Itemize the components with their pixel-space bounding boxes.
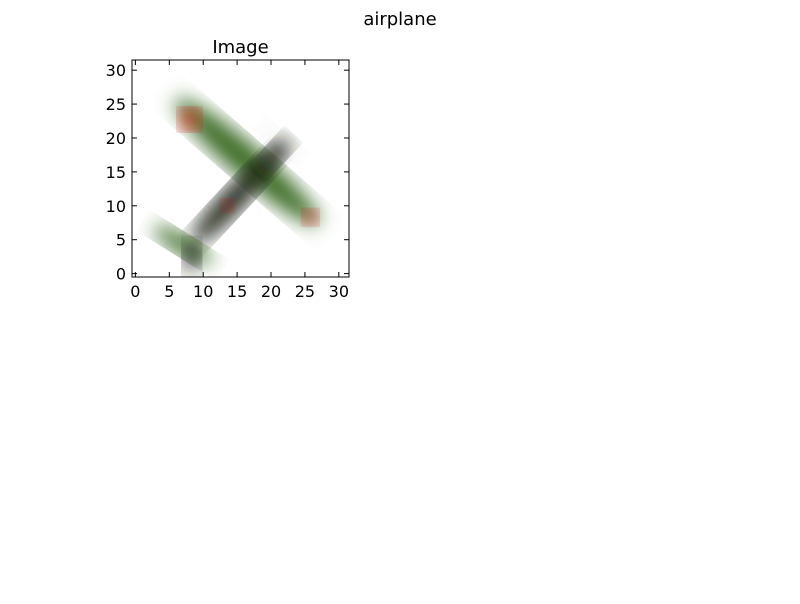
- y-tick-label: 10: [106, 197, 126, 216]
- x-tick-label: 25: [295, 282, 315, 301]
- y-tick-label: 30: [106, 61, 126, 80]
- airplane-fin: [184, 241, 200, 272]
- axes-frame: [131, 59, 350, 278]
- y-axis: 0 5 10 15 20 25 30: [106, 61, 349, 284]
- airplane-fuselage: [191, 153, 277, 245]
- x-axis: 0 5 10 15 20 25 30: [130, 60, 349, 301]
- airplane-wing: [174, 98, 320, 226]
- x-tick-label: 10: [193, 282, 213, 301]
- wing-roundel-right: [303, 210, 318, 225]
- x-tick-label: 30: [329, 282, 349, 301]
- x-tick-label: 20: [261, 282, 281, 301]
- airplane-image: [153, 98, 320, 272]
- wing-roundel-left: [180, 110, 200, 130]
- x-tick-label: 15: [227, 282, 247, 301]
- y-tick-label: 20: [106, 129, 126, 148]
- y-tick-label: 5: [116, 231, 126, 250]
- y-tick-label: 0: [116, 265, 126, 284]
- image-content: [132, 60, 349, 277]
- y-tick-label: 25: [106, 95, 126, 114]
- x-tick-label: 0: [130, 282, 140, 301]
- x-tick-label: 5: [164, 282, 174, 301]
- fuselage-roundel: [221, 200, 233, 212]
- y-tick-label: 15: [106, 163, 126, 182]
- airplane-cowling: [259, 138, 290, 171]
- axes-title: Image: [212, 37, 268, 58]
- figure-suptitle: airplane: [363, 9, 437, 30]
